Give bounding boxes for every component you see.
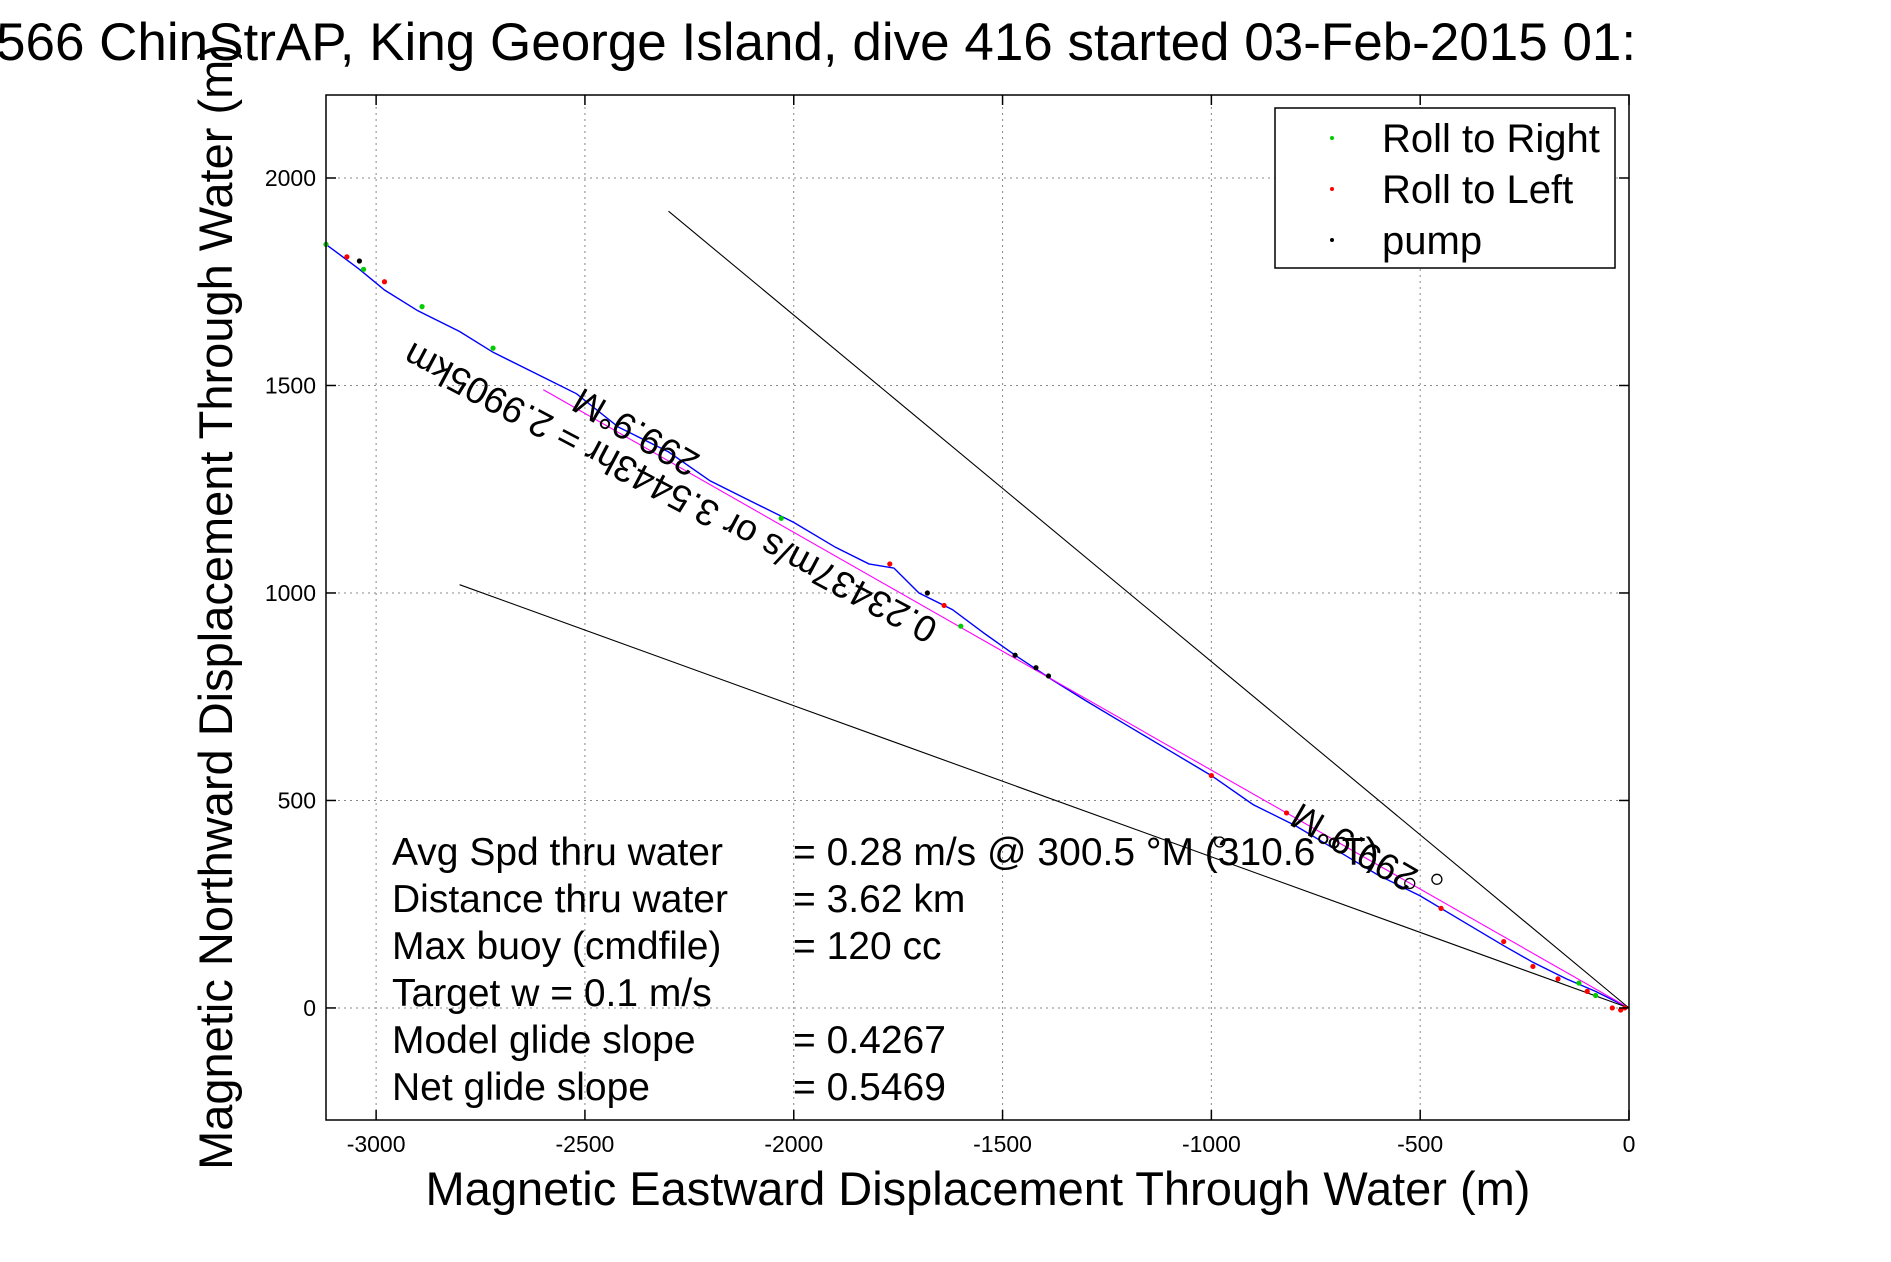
pump-point <box>1012 652 1018 658</box>
stat-value: = 0.5469 <box>793 1066 946 1109</box>
x-axis-label: Magnetic Eastward Displacement Through W… <box>426 1162 1531 1215</box>
legend-label-roll-left: Roll to Left <box>1382 168 1573 212</box>
roll-to-right-point <box>958 623 964 629</box>
y-tick-label: 500 <box>278 787 316 813</box>
x-tick-label: -1500 <box>973 1131 1032 1157</box>
open-circle-marker <box>1431 873 1443 885</box>
x-tick-label: -1000 <box>1182 1131 1241 1157</box>
x-tick-label: 0 <box>1623 1131 1636 1157</box>
roll-to-left-point <box>1438 905 1444 911</box>
stat-value: = 120 cc <box>793 925 942 968</box>
roll-to-right-point <box>419 304 425 310</box>
stat-value: = 0.28 m/s @ 300.5 °M (310.6 °T) <box>793 831 1379 874</box>
pump-point <box>1033 665 1039 671</box>
x-tick-label: -2500 <box>556 1131 615 1157</box>
roll-to-left-point <box>1555 976 1561 982</box>
grid-lines <box>326 95 1630 1120</box>
y-tick-label: 2000 <box>265 165 316 191</box>
plot-frame <box>325 94 1630 1121</box>
plot-lines <box>325 210 1630 1009</box>
stat-label: Distance thru water <box>392 878 728 921</box>
open-circle-marker <box>1404 877 1416 890</box>
roll-to-left-point <box>344 254 350 260</box>
legend-label-pump: pump <box>1382 219 1482 263</box>
roll-to-left-point <box>1208 772 1214 779</box>
y-tick-label: 0 <box>303 995 316 1021</box>
legend-marker-roll-right <box>1330 136 1334 140</box>
y-tick-label: 1500 <box>265 372 316 398</box>
x-tick-label: -500 <box>1397 1131 1443 1157</box>
x-ticks: -3000 -2500 -2000 -1500 -1000 -500 0 <box>347 95 1636 1157</box>
roll-to-right-point <box>778 515 784 521</box>
pump-point <box>356 258 363 264</box>
reference-line-series <box>459 584 1630 1009</box>
pump-point <box>924 590 930 596</box>
y-tick-label: 1000 <box>265 580 316 606</box>
stat-value: = 3.62 km <box>793 878 965 921</box>
legend-marker-roll-left <box>1330 187 1334 191</box>
stat-label: Net glide slope <box>392 1066 650 1109</box>
roll-to-left-point <box>941 602 947 609</box>
chart-title: 566 ChinStrAP, King George Island, dive … <box>0 13 1636 72</box>
roll-to-left-point <box>1609 1005 1615 1011</box>
roll-to-left-point <box>1501 938 1507 945</box>
roll-to-right-point <box>490 345 496 351</box>
plot-points <box>323 241 1628 1013</box>
roll-to-left-point <box>1283 810 1290 816</box>
y-axis-label: Magnetic Northward Displacement Through … <box>189 44 242 1170</box>
pump-point <box>1045 673 1052 679</box>
roll-to-left-point <box>887 561 893 567</box>
open-circle-marker <box>1214 836 1226 848</box>
roll-to-right-point <box>360 266 367 272</box>
stat-label: Max buoy (cmdfile) <box>392 925 721 968</box>
stat-label: Model glide slope <box>392 1019 696 1062</box>
legend-marker-pump <box>1330 238 1334 242</box>
roll-to-right-point <box>1592 992 1599 999</box>
reference-line-series <box>668 210 1630 1009</box>
roll-to-right-point <box>1576 980 1582 986</box>
track-series <box>325 243 1630 1009</box>
legend: Roll to Right Roll to Left pump <box>1274 107 1616 269</box>
stats-block: Avg Spd thru water = 0.28 m/s @ 300.5 °M … <box>392 831 1379 1109</box>
roll-to-left-point <box>1584 988 1590 994</box>
x-tick-label: -3000 <box>347 1131 406 1157</box>
heading-line-series <box>542 389 1630 1009</box>
roll-to-left-point <box>381 279 388 285</box>
roll-to-left-point <box>1618 1007 1624 1013</box>
x-tick-label: -2000 <box>764 1131 823 1157</box>
stat-label: Target w = 0.1 m/s <box>392 972 712 1015</box>
stat-label: Avg Spd thru water <box>392 831 723 874</box>
stat-value: = 0.4267 <box>793 1019 946 1062</box>
legend-label-roll-right: Roll to Right <box>1382 117 1600 161</box>
y-ticks: 0 500 1000 1500 2000 <box>265 165 1629 1021</box>
roll-to-left-point <box>1530 963 1536 970</box>
